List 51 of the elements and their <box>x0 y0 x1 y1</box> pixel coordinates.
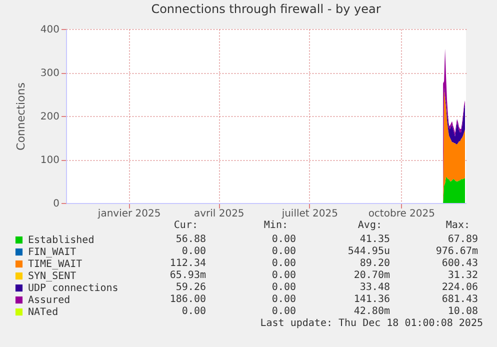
legend-label: FIN_WAIT <box>28 247 76 258</box>
text: 600.43 <box>442 258 478 270</box>
legend-label: UDP connections <box>28 283 118 294</box>
chart-title: Connections through firewall - by year <box>151 2 381 16</box>
y-axis-title: Connections <box>14 82 28 150</box>
text: 89.20 <box>360 258 390 270</box>
legend-label: TIME_WAIT <box>28 259 82 270</box>
text: 0.00 <box>272 306 296 318</box>
text: 20.70m <box>354 270 390 282</box>
text: 224.06 <box>442 282 478 294</box>
text: 42.80m <box>354 306 390 318</box>
text: 41.35 <box>360 234 390 246</box>
text: 544.95u <box>348 246 390 258</box>
legend-label: Established <box>28 235 94 246</box>
text: 0.00 <box>272 258 296 270</box>
text: 56.88 <box>176 234 206 246</box>
text: Min: <box>264 220 288 232</box>
legend-label: NATed <box>28 307 58 318</box>
x-tick-label: avril 2025 <box>194 208 244 220</box>
x-tick-label: janvier 2025 <box>96 208 161 220</box>
x-tick-label: octobre 2025 <box>368 208 436 220</box>
text: 141.36 <box>354 294 390 306</box>
y-tick-label: 300 <box>40 68 60 79</box>
text: 0.00 <box>272 282 296 294</box>
legend-label: Assured <box>28 295 70 306</box>
text: 0.00 <box>182 246 206 258</box>
text: 0.00 <box>272 234 296 246</box>
text: 976.67m <box>436 246 478 258</box>
text: 59.26 <box>176 282 206 294</box>
text: 0.00 <box>272 246 296 258</box>
text: Cur: <box>174 220 198 232</box>
y-tick-label: 200 <box>40 112 60 122</box>
text: Avg: <box>358 220 382 232</box>
text: 186.00 <box>170 294 206 306</box>
text: 681.43 <box>442 294 478 306</box>
text: 0.00 <box>182 306 206 318</box>
y-tick-label: 0 <box>53 198 60 210</box>
y-tick-label: 100 <box>40 155 60 166</box>
text: 65.93m <box>170 270 206 282</box>
text: 33.48 <box>360 282 390 294</box>
text: 31.32 <box>448 270 478 282</box>
text: 67.89 <box>448 234 478 246</box>
text: 10.08 <box>448 306 478 318</box>
legend-label: SYN_SENT <box>28 271 76 282</box>
x-tick-label: juillet 2025 <box>280 208 338 220</box>
y-tick-label: 400 <box>40 24 60 36</box>
text: 112.34 <box>170 258 206 270</box>
text: 0.00 <box>272 270 296 282</box>
text: Max: <box>446 220 470 232</box>
text: Last update: Thu Dec 18 01:00:08 2025 <box>260 318 483 330</box>
text: 0.00 <box>272 294 296 306</box>
